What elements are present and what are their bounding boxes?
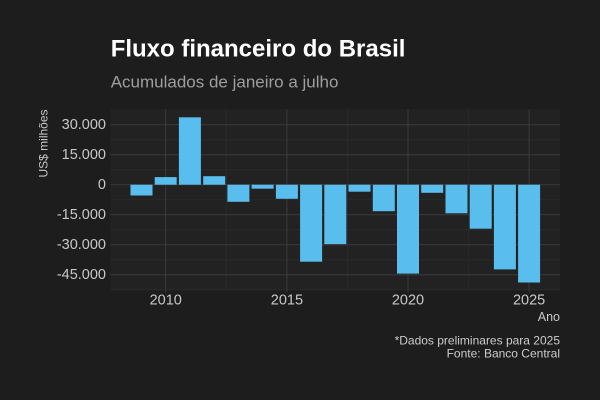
svg-text:US$ milhões: US$ milhões <box>36 109 50 177</box>
svg-text:2010: 2010 <box>150 292 182 308</box>
svg-text:2025: 2025 <box>513 292 545 308</box>
svg-text:30.000: 30.000 <box>62 117 106 133</box>
svg-text:2015: 2015 <box>271 292 303 308</box>
svg-text:-45.000: -45.000 <box>57 267 106 283</box>
svg-text:Ano: Ano <box>538 310 560 324</box>
svg-text:*Dados preliminares para 2025: *Dados preliminares para 2025 <box>395 334 561 348</box>
svg-text:Acumulados de janeiro a julho: Acumulados de janeiro a julho <box>111 72 339 91</box>
svg-text:-30.000: -30.000 <box>57 237 106 253</box>
svg-text:15.000: 15.000 <box>62 147 106 163</box>
svg-text:0: 0 <box>98 177 106 193</box>
svg-text:Fonte: Banco Central: Fonte: Banco Central <box>447 347 560 361</box>
svg-text:-15.000: -15.000 <box>57 207 106 223</box>
svg-text:Fluxo financeiro do Brasil: Fluxo financeiro do Brasil <box>111 36 406 63</box>
svg-text:2020: 2020 <box>392 292 424 308</box>
